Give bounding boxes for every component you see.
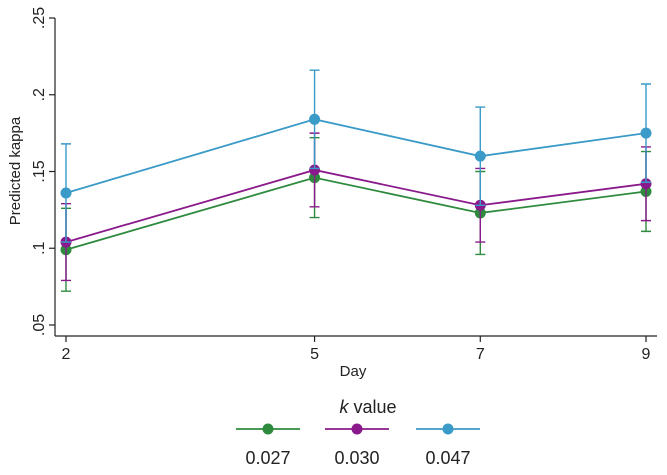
data-point: [309, 113, 321, 125]
series-group: [60, 132, 652, 282]
data-point: [640, 127, 652, 139]
legend-marker: [442, 423, 454, 435]
legend-title: k value: [339, 397, 396, 417]
series-layer: [60, 69, 652, 292]
series-group: [60, 69, 652, 243]
data-point: [60, 187, 72, 199]
x-tick-label: 7: [476, 346, 485, 363]
y-tick-label: .1: [31, 241, 48, 254]
legend-title-k: k: [339, 397, 349, 417]
legend-layer: k value 0.027 0.030 0.047: [236, 397, 480, 468]
y-tick-label: .05: [31, 314, 48, 336]
x-tick-label: 9: [642, 346, 651, 363]
x-tick-label: 2: [62, 346, 71, 363]
legend-label: 0.027: [245, 448, 290, 468]
y-tick-label: .2: [31, 88, 48, 101]
legend-marker: [262, 423, 274, 435]
series-line: [65, 118, 647, 194]
series-group: [60, 137, 652, 292]
x-axis-title: Day: [340, 363, 367, 380]
legend-label: 0.047: [425, 448, 470, 468]
y-axis-title: Predicted kappa: [7, 116, 24, 225]
legend-marker: [351, 423, 363, 435]
data-point: [309, 164, 321, 176]
data-point: [640, 178, 652, 190]
y-tick-label: .25: [31, 7, 48, 29]
data-point: [474, 150, 486, 162]
axes-layer: .05 .1 .15 .2 .25 2 5 7 9 Day Predicted kappa: [7, 7, 657, 380]
series-line: [65, 176, 647, 251]
y-tick-label: .15: [31, 160, 48, 182]
legend-label: 0.030: [334, 448, 379, 468]
series-line: [65, 169, 647, 243]
x-tick-label: 5: [310, 346, 319, 363]
legend-title-suffix: value: [348, 397, 396, 417]
